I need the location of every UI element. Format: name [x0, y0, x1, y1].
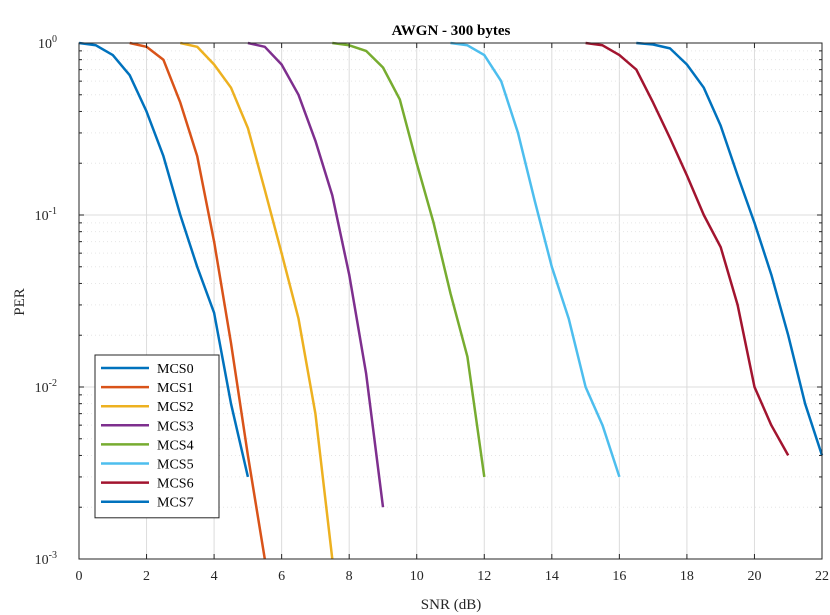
- grid: [78, 43, 823, 560]
- series-line-mcs1: [129, 41, 267, 560]
- x-tick-label: 4: [211, 569, 218, 584]
- legend-label-mcs1: MCS1: [157, 381, 194, 396]
- chart-title: AWGN - 300 bytes: [392, 23, 511, 39]
- x-tick-label: 2: [143, 569, 150, 584]
- series-line-mcs2: [180, 41, 334, 560]
- x-tick-label: 12: [477, 569, 491, 584]
- x-tick-label: 18: [680, 569, 694, 584]
- series-line-mcs6: [585, 41, 790, 457]
- y-tick-label: 100: [38, 34, 57, 52]
- legend: MCS0 MCS1 MCS2 MCS3 MCS4 MCS5 MCS6 MCS7: [94, 354, 220, 519]
- y-tick-label: 10-2: [35, 378, 57, 396]
- legend-label-mcs3: MCS3: [157, 419, 194, 434]
- x-tick-label: 14: [545, 569, 559, 584]
- x-tick-label: 16: [612, 569, 626, 584]
- x-tick-label: 0: [76, 569, 83, 584]
- x-tick-label: 6: [278, 569, 285, 584]
- series-line-mcs5: [450, 41, 621, 478]
- x-tick-label: 20: [747, 569, 761, 584]
- series-line-mcs7: [636, 41, 824, 456]
- x-axis-label: SNR (dB): [421, 597, 481, 613]
- series-line-mcs0: [78, 41, 250, 478]
- legend-label-mcs7: MCS7: [157, 496, 194, 511]
- x-tick-label: 22: [815, 569, 829, 584]
- axis-ticks: 0 2 4 6 8 10 12 14 16 18 20 22 10-3 10-2 10-1 100: [35, 34, 829, 584]
- y-tick-label: 10-3: [35, 550, 57, 568]
- x-tick-label: 10: [410, 569, 424, 584]
- legend-label-mcs6: MCS6: [157, 477, 194, 492]
- y-tick-label: 10-1: [35, 206, 57, 224]
- legend-label-mcs5: MCS5: [157, 458, 194, 473]
- legend-label-mcs4: MCS4: [157, 438, 194, 453]
- plot-frame: [78, 42, 823, 560]
- legend-label-mcs2: MCS2: [157, 400, 194, 415]
- legend-box: [94, 354, 220, 519]
- y-axis-label: PER: [12, 288, 28, 316]
- x-tick-label: 8: [346, 569, 353, 584]
- series-layer: [78, 41, 824, 560]
- series-line-mcs4: [332, 41, 486, 478]
- series-line-mcs3: [247, 41, 385, 508]
- legend-label-mcs0: MCS0: [157, 362, 194, 377]
